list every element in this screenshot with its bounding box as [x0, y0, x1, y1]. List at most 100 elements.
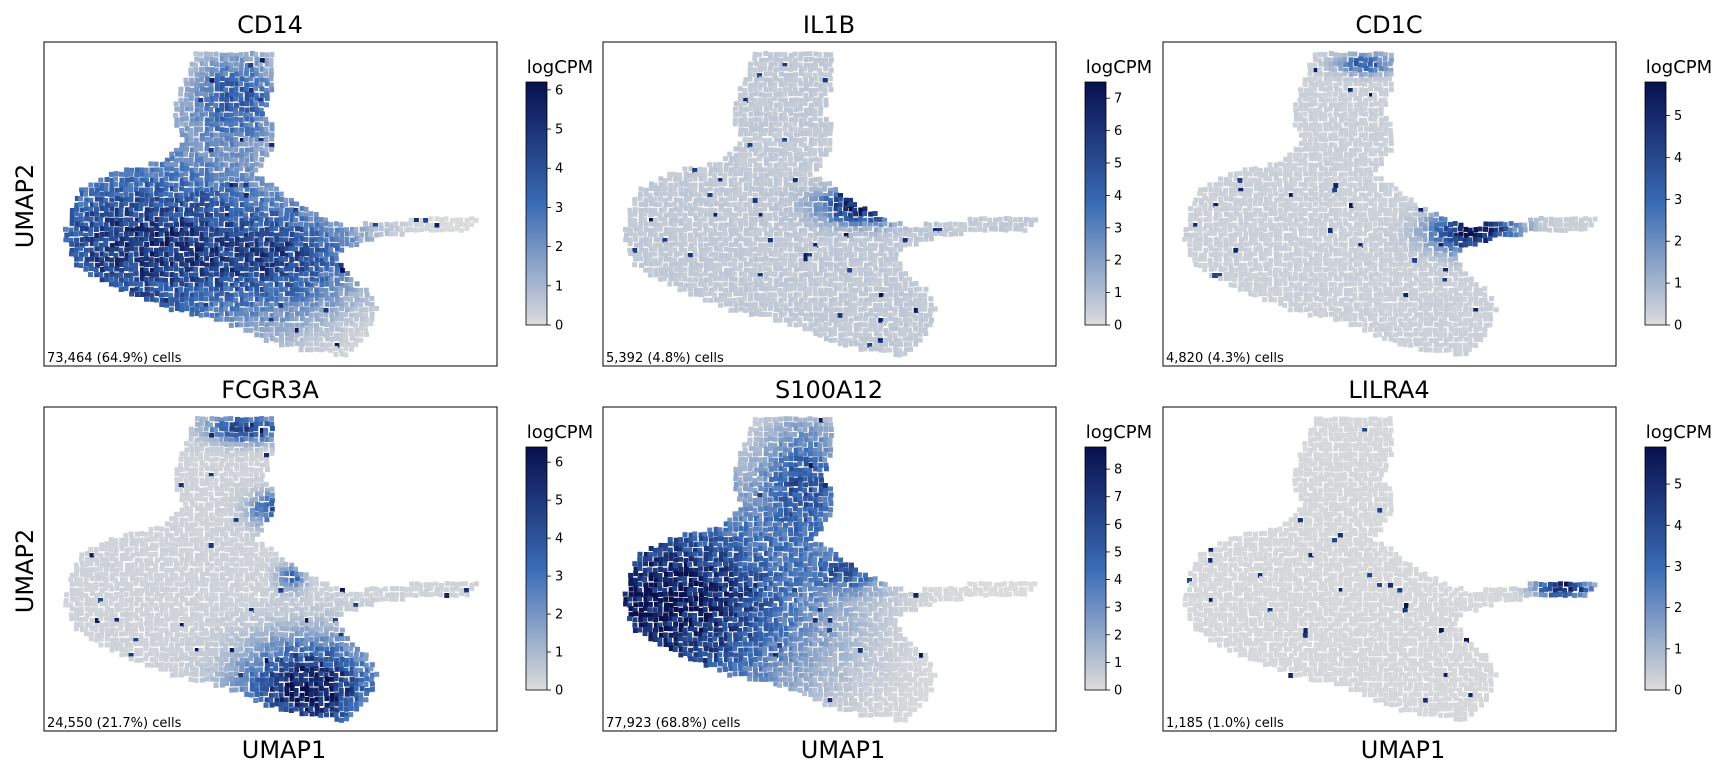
cell-point — [188, 121, 194, 127]
cell-point — [214, 312, 220, 318]
cell-point — [1193, 212, 1199, 218]
cell-point — [258, 281, 264, 286]
cell-point — [633, 236, 639, 242]
cell-point — [813, 177, 819, 182]
cell-point — [858, 252, 864, 258]
cell-point — [853, 322, 859, 328]
cell-point — [852, 241, 858, 247]
cell-point — [309, 261, 315, 267]
cell-point — [867, 286, 873, 292]
cell-point — [753, 142, 759, 148]
cell-point — [1323, 182, 1329, 188]
cell-point — [787, 301, 793, 307]
cell-point — [144, 192, 150, 198]
cell-point — [304, 246, 310, 252]
cell-point — [109, 177, 115, 183]
cell-point — [713, 167, 719, 173]
cell-point — [703, 211, 709, 217]
cell-point — [253, 211, 259, 217]
cell-point — [1323, 177, 1329, 183]
cell-point — [747, 162, 753, 168]
cell-point — [817, 127, 823, 133]
cell-point — [913, 326, 918, 332]
cell-point — [198, 102, 204, 107]
cell-point — [812, 132, 818, 138]
cell-point — [653, 272, 659, 278]
cell-point — [922, 306, 928, 312]
cell-point — [73, 211, 79, 217]
cell-point — [868, 311, 874, 317]
cell-point — [233, 187, 239, 193]
cell-point — [747, 96, 753, 102]
cell-point — [1318, 71, 1324, 77]
cell-point — [213, 176, 219, 182]
cell-point — [338, 347, 344, 353]
cell-point — [169, 156, 175, 162]
cell-point — [224, 171, 230, 177]
cell-point — [753, 277, 759, 283]
cell-point — [893, 352, 899, 357]
cell-point — [199, 212, 204, 218]
cell-point — [898, 237, 904, 243]
cell-point — [772, 72, 778, 78]
cell-point — [687, 286, 693, 292]
cell-point — [703, 242, 709, 248]
cell-point — [708, 236, 714, 241]
cell-point — [308, 267, 314, 272]
cell-point — [1247, 192, 1253, 198]
cell-point — [758, 172, 764, 178]
cell-point — [198, 121, 203, 127]
cell-point — [228, 232, 234, 238]
cell-point — [1372, 122, 1378, 128]
cell-point — [928, 302, 934, 308]
cell-point — [184, 81, 190, 87]
cell-point — [243, 56, 249, 62]
cell-point — [802, 167, 808, 173]
cell-point — [683, 171, 689, 177]
cell-point — [713, 182, 718, 188]
cell-point — [298, 212, 304, 217]
cell-point — [1367, 141, 1373, 147]
cell-point — [289, 201, 295, 207]
cell-point — [1283, 186, 1289, 192]
cell-point — [798, 257, 804, 263]
cell-point — [294, 211, 300, 217]
cell-point — [209, 312, 215, 318]
cell-point — [773, 181, 779, 187]
cell-point — [647, 252, 653, 258]
cell-point — [179, 151, 185, 157]
cell-point — [1307, 206, 1313, 212]
cell-point — [1367, 197, 1373, 203]
cell-point — [747, 131, 753, 136]
cell-point — [1289, 177, 1294, 183]
cell-point — [808, 62, 813, 68]
cell-point — [119, 241, 124, 247]
cell-point — [258, 141, 264, 146]
cell-point — [83, 187, 89, 193]
cell-point — [228, 132, 234, 138]
cell-point — [238, 276, 244, 281]
cell-point — [218, 217, 224, 223]
cell-point — [238, 316, 244, 322]
cell-point — [812, 72, 818, 78]
cell-point — [827, 321, 833, 327]
cell-point — [1312, 101, 1318, 106]
cell-point — [264, 327, 269, 333]
cell-point — [808, 111, 814, 117]
cell-point — [658, 216, 664, 222]
cell-point — [1322, 146, 1327, 152]
cell-point — [762, 206, 768, 212]
cell-point — [697, 272, 703, 278]
cell-point — [812, 236, 818, 242]
cell-point — [797, 181, 802, 187]
cell-point — [169, 197, 175, 203]
cell-point — [1363, 101, 1368, 106]
cell-point — [243, 71, 249, 77]
cell-point — [1223, 181, 1229, 187]
cell-point — [857, 237, 863, 243]
cell-point — [913, 281, 919, 287]
cell-point — [1273, 197, 1279, 203]
cell-point — [1373, 56, 1379, 62]
cell-point — [263, 121, 269, 127]
cell-point — [767, 111, 773, 117]
